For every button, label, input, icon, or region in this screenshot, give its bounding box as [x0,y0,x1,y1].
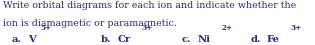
Text: Fe: Fe [267,35,280,44]
Text: Write orbital diagrams for each ion and indicate whether the: Write orbital diagrams for each ion and … [3,1,296,10]
Text: Cr: Cr [117,35,130,44]
Text: a.: a. [12,35,22,44]
Text: 2+: 2+ [221,23,232,32]
Text: Ni: Ni [198,35,210,44]
Text: b.: b. [101,35,111,44]
Text: ion is diamagnetic or paramagnetic.: ion is diamagnetic or paramagnetic. [3,19,176,28]
Text: V: V [28,35,36,44]
Text: d.: d. [250,35,261,44]
Text: 3+: 3+ [291,23,302,32]
Text: 5+: 5+ [40,23,51,32]
Text: 3+: 3+ [141,23,152,32]
Text: c.: c. [181,35,191,44]
